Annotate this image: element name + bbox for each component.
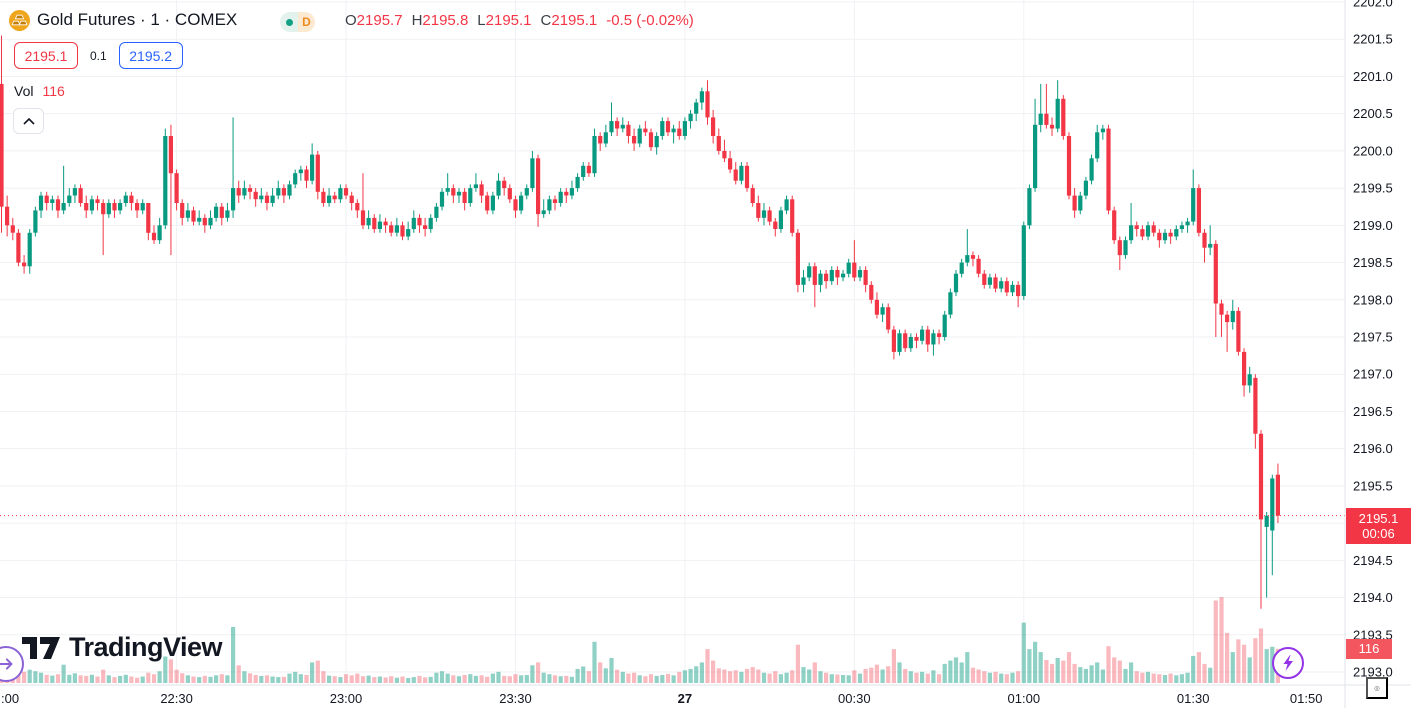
price-axis-label: 2198.5 [1353, 255, 1393, 270]
price-axis-label: 2194.0 [1353, 590, 1393, 605]
price-axis-label: 2196.0 [1353, 441, 1393, 456]
price-axis-label: 2201.0 [1353, 69, 1393, 84]
time-axis-label: 23:00 [330, 691, 363, 706]
price-axis-label: 2198.0 [1353, 292, 1393, 307]
volume-bars [0, 597, 1280, 683]
quote-row: 2195.1 0.1 2195.2 [14, 42, 183, 69]
symbol-title[interactable]: Gold Futures · 1 · COMEX [37, 10, 238, 29]
close-value: 2195.1 [551, 12, 598, 29]
gold-futures-symbol-icon [9, 10, 30, 31]
current-price-tag: 2195.1 00:06 [1346, 507, 1411, 544]
time-axis-label: 01:30 [1177, 691, 1210, 706]
volume-indicator-legend[interactable]: Vol 116 [14, 83, 65, 99]
time-axis-label: 00:30 [838, 691, 871, 706]
open-label: O [345, 12, 357, 29]
instant-trading-button[interactable] [1272, 647, 1304, 679]
price-axis[interactable]: 2202.0 2201.5 2201.0 2200.5 2200.0 2199.5 2199… [1353, 0, 1393, 680]
price-axis-label: 2199.5 [1353, 181, 1393, 196]
grid-lines [0, 0, 1345, 685]
time-axis-label: 01:50 [1290, 691, 1323, 706]
change-value: -0.5 (-0.02%) [606, 12, 694, 29]
gear-icon [1374, 685, 1380, 691]
volume-indicator-label: Vol [14, 83, 34, 99]
lightning-bolt-icon [1283, 655, 1293, 671]
current-price-tag-countdown: 00:06 [1362, 525, 1395, 541]
sell-price-button[interactable]: 2195.1 [14, 42, 78, 69]
close-label: C [540, 12, 552, 29]
delayed-data-badge: D [298, 12, 315, 32]
time-axis-label: 01:00 [1008, 691, 1041, 706]
price-axis-label: 2193.0 [1353, 665, 1393, 680]
price-axis-label: 2194.5 [1353, 553, 1393, 568]
price-axis-label: 2197.5 [1353, 330, 1393, 345]
price-axis-label: 2200.0 [1353, 143, 1393, 158]
market-status-badge[interactable]: D [280, 12, 315, 32]
time-axis-label: 22:30 [160, 691, 193, 706]
low-label: L [477, 12, 486, 29]
buy-price-button[interactable]: 2195.2 [118, 42, 183, 69]
price-axis-label: 2196.5 [1353, 404, 1393, 419]
arrow-right-icon [0, 658, 13, 670]
ohlc-readout: O2195.7 H2195.8 L2195.1 C2195.1 -0.5 (-0… [345, 12, 694, 29]
price-axis-label: 2195.5 [1353, 478, 1393, 493]
price-axis-label: 2199.0 [1353, 218, 1393, 233]
high-value: 2195.8 [422, 12, 469, 29]
time-axis[interactable]: :00 22:30 23:00 23:30 27 00:30 01:00 01:30 01:50 [1, 691, 1322, 706]
current-price-tag-value: 2195.1 [1358, 510, 1399, 526]
tradingview-logo[interactable]: TradingView [21, 632, 223, 663]
price-axis-label: 2201.5 [1353, 32, 1393, 47]
collapse-legend-button[interactable] [13, 108, 44, 134]
market-open-dot-icon [285, 18, 293, 26]
tradingview-wordmark: TradingView [69, 632, 223, 662]
open-value: 2195.7 [356, 12, 403, 29]
volume-indicator-value: 116 [42, 83, 65, 99]
volume-axis-tag: 116 [1346, 638, 1392, 659]
chevron-up-icon [22, 117, 35, 125]
price-axis-label: 2202.0 [1353, 0, 1393, 10]
price-scale-settings-button[interactable] [1366, 677, 1388, 699]
price-axis-label: 2193.5 [1353, 627, 1393, 642]
high-label: H [411, 12, 423, 29]
tradingview-mark-icon [22, 636, 60, 659]
candlesticks [0, 35, 1280, 609]
time-axis-label: 23:30 [499, 691, 532, 706]
time-axis-label: 27 [678, 691, 692, 706]
spread-value: 0.1 [90, 48, 107, 63]
price-axis-label: 2197.0 [1353, 367, 1393, 382]
low-value: 2195.1 [485, 12, 532, 29]
time-axis-label: :00 [1, 691, 19, 706]
price-axis-label: 2200.5 [1353, 106, 1393, 121]
